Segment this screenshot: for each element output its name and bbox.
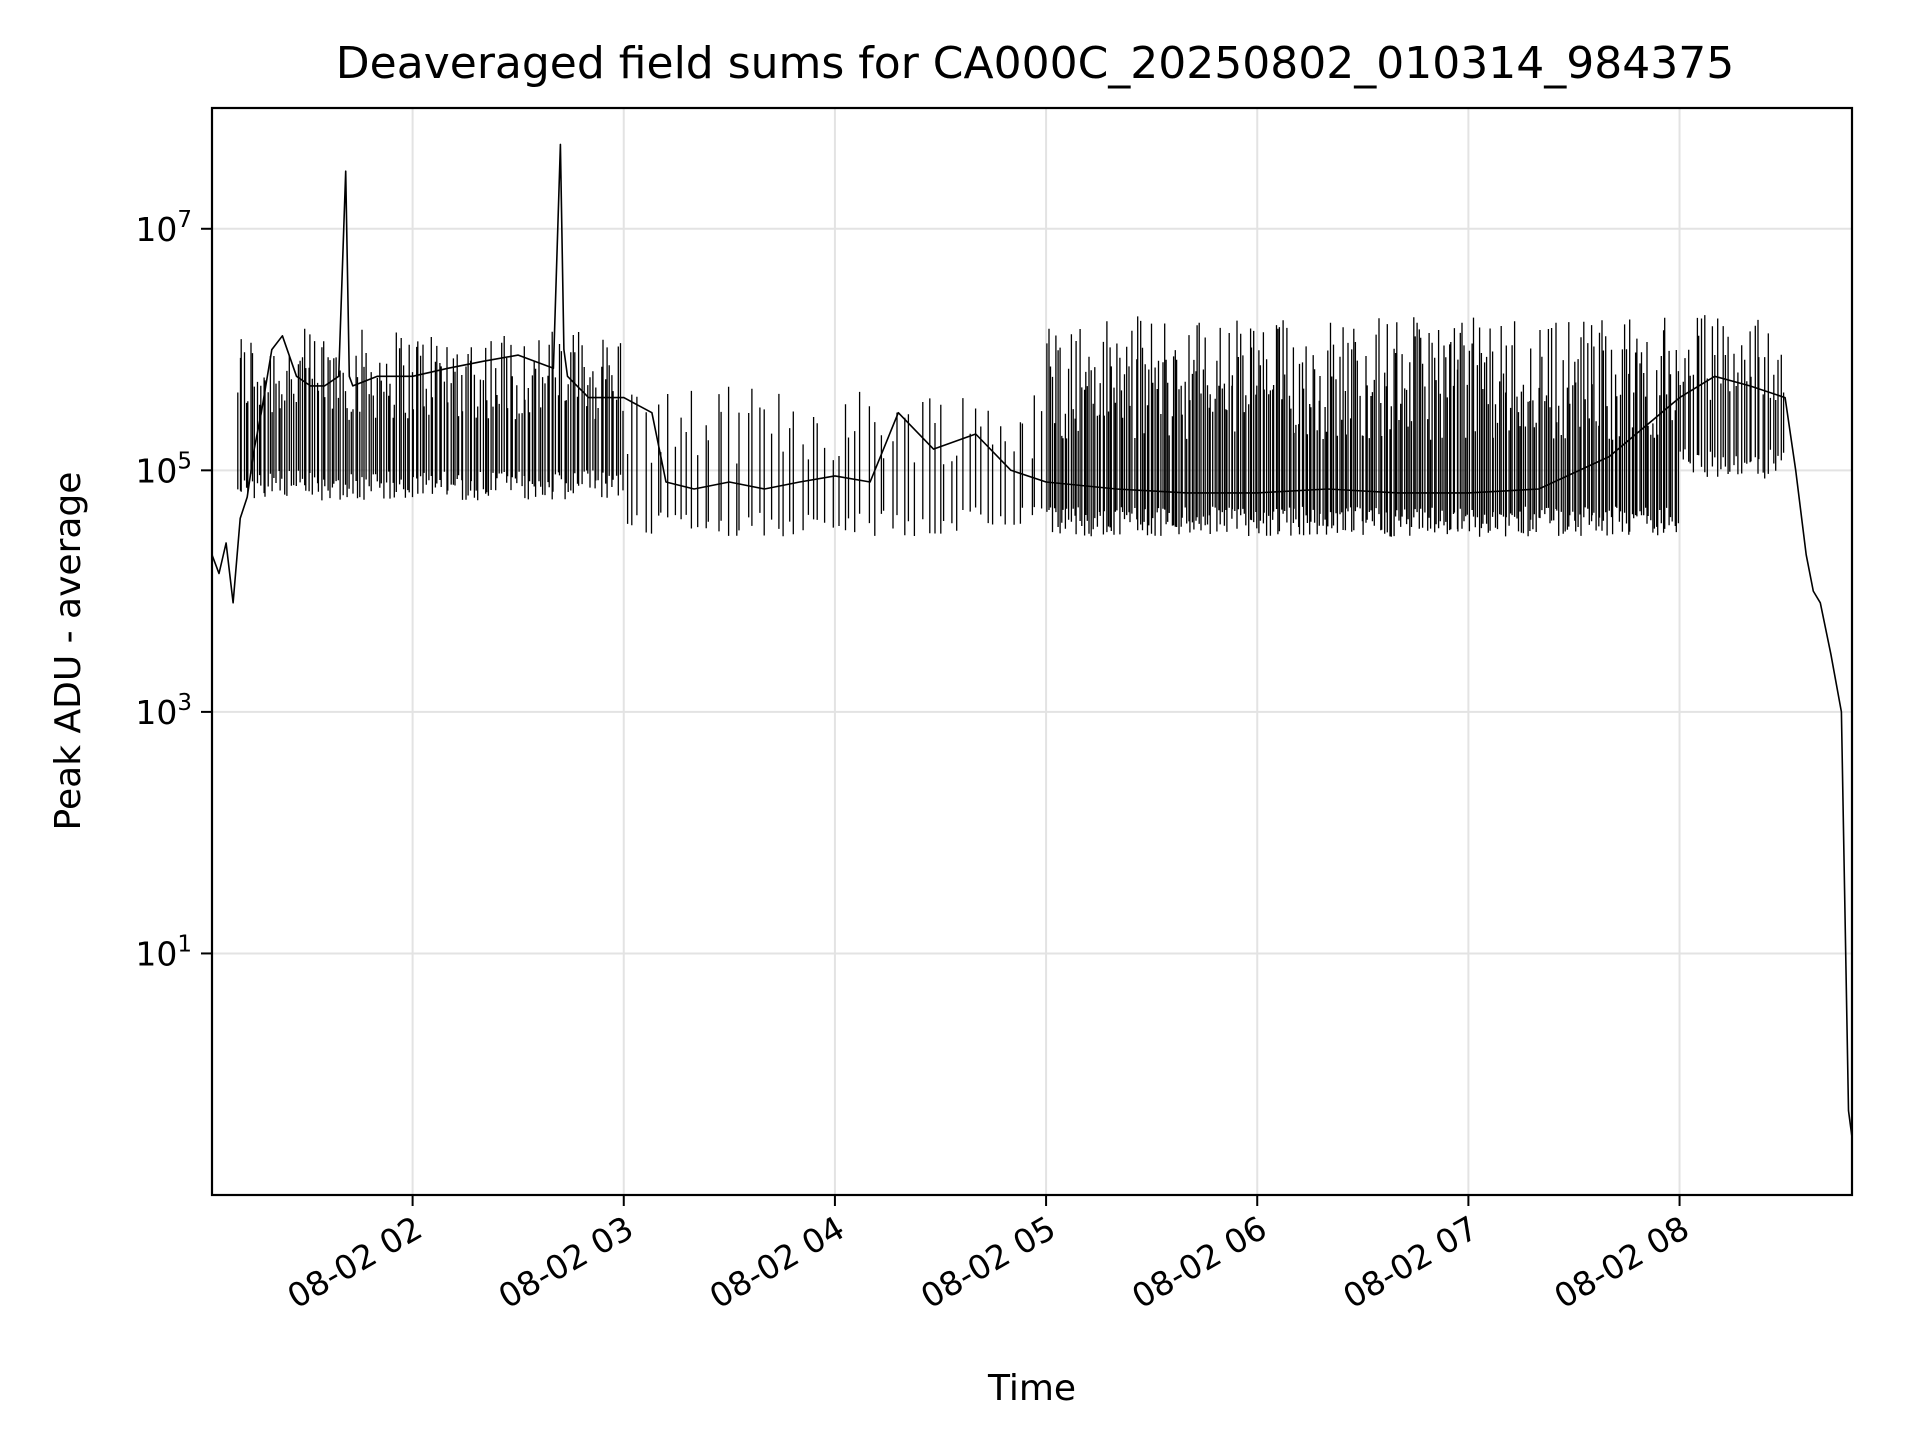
y-tick-label: 107 [135,207,192,249]
series-spikes [626,386,1043,537]
series-layer [211,143,1853,1138]
y-axis-ticks: 101 103 105 107 [135,207,212,973]
plot-frame [210,106,1854,1197]
y-tick-label: 103 [135,690,192,732]
x-axis-label: Time [987,1368,1076,1409]
series-spikes [237,328,624,501]
series-spikes [1679,315,1785,479]
series-spikes [1046,316,1680,537]
y-axis-label: Peak ADU - average [48,472,89,831]
chart-title: Deaveraged field sums for CA000C_2025080… [336,38,1734,89]
y-tick-label: 105 [135,448,192,490]
y-tick-label: 101 [135,931,192,973]
